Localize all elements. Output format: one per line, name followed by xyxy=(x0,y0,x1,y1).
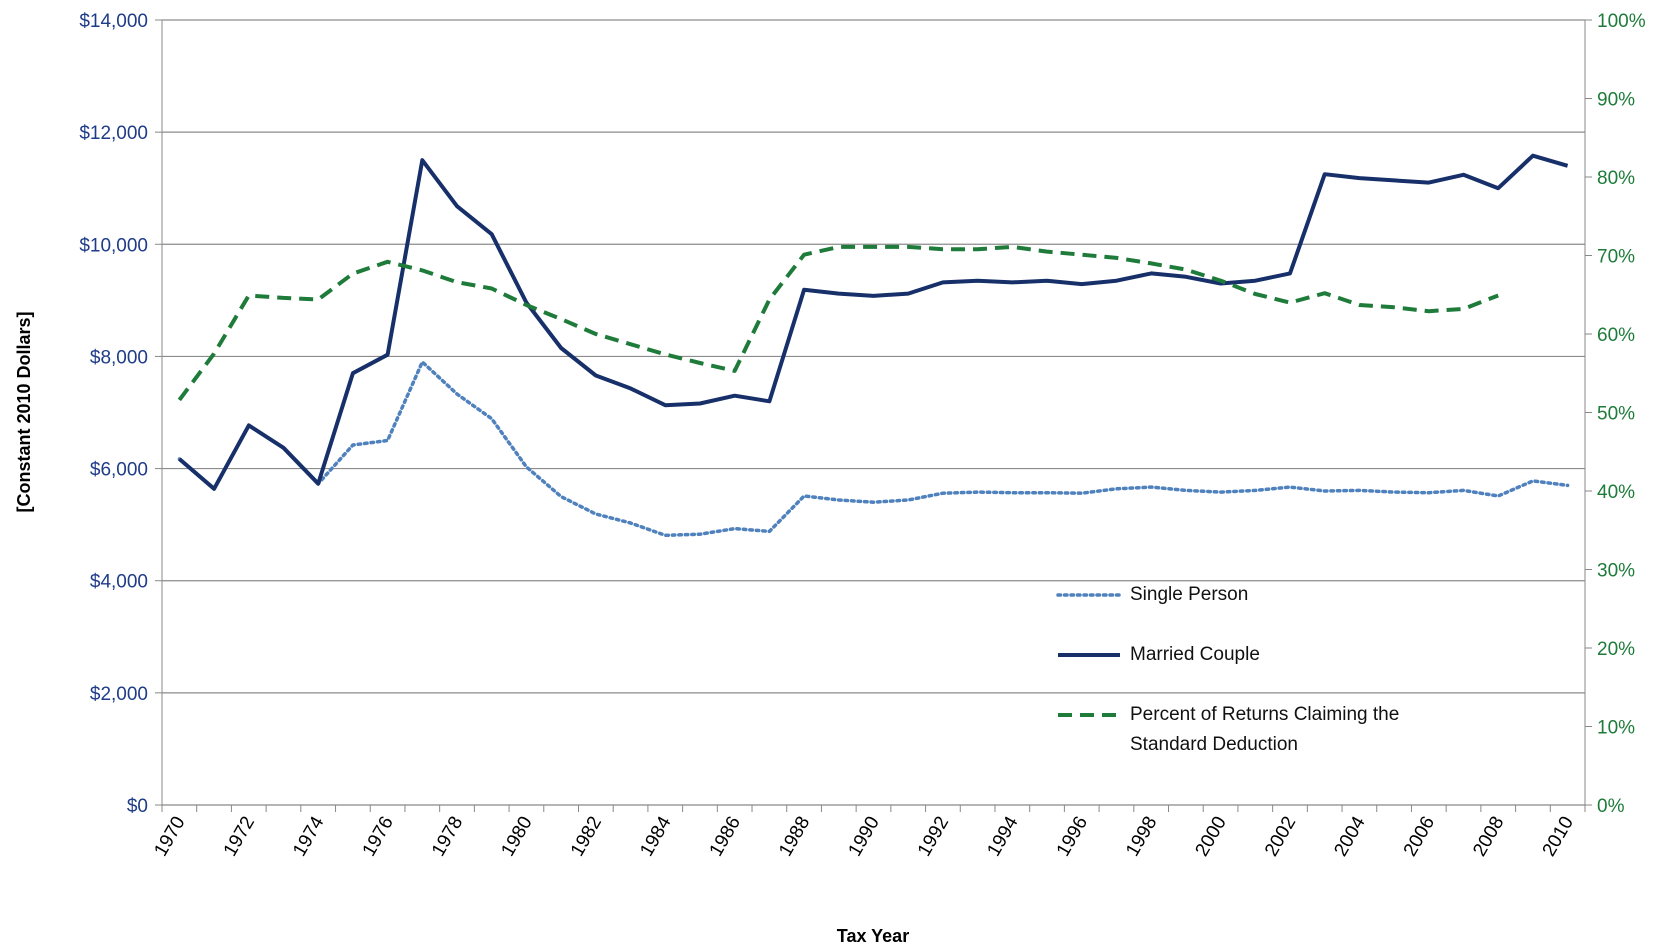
x-axis-title: Tax Year xyxy=(837,926,909,946)
x-tick-label: 1982 xyxy=(567,813,606,860)
x-tick-label: 1980 xyxy=(497,813,536,860)
x-tick-label: 2008 xyxy=(1469,813,1508,860)
x-tick-label: 1996 xyxy=(1053,813,1092,860)
y2-tick-label: 70% xyxy=(1597,247,1635,268)
x-tick-label: 1994 xyxy=(983,813,1023,860)
x-tick-label: 2006 xyxy=(1400,813,1439,860)
y-tick-label: $8,000 xyxy=(90,347,148,368)
x-tick-label: 1998 xyxy=(1122,813,1161,860)
y-tick-label: $12,000 xyxy=(79,123,148,144)
y2-tick-label: 20% xyxy=(1597,639,1635,660)
y2-tick-label: 100% xyxy=(1597,11,1646,32)
x-tick-label: 1970 xyxy=(150,813,189,860)
y-tick-label: $10,000 xyxy=(79,235,148,256)
x-tick-label: 1992 xyxy=(914,813,953,860)
x-tick-label: 2010 xyxy=(1539,813,1578,860)
y2-tick-label: 80% xyxy=(1597,168,1635,189)
y2-tick-label: 60% xyxy=(1597,325,1635,346)
x-tick-label: 1976 xyxy=(359,813,398,860)
y2-tick-label: 90% xyxy=(1597,90,1635,111)
y2-tick-label: 40% xyxy=(1597,482,1635,503)
y-tick-label: $14,000 xyxy=(79,11,148,32)
series-line xyxy=(177,360,1570,538)
series-line xyxy=(177,244,1499,402)
y-axis-title: [Constant 2010 Dollars] xyxy=(14,311,34,512)
x-tick-label: 1984 xyxy=(636,813,676,860)
y-tick-label: $6,000 xyxy=(90,460,148,481)
y2-tick-label: 30% xyxy=(1597,561,1635,582)
legend-label: Percent of Returns Claiming the Standard… xyxy=(1130,704,1400,755)
legend-label: Married Couple xyxy=(1130,644,1260,665)
y2-tick-label: 0% xyxy=(1597,796,1625,817)
x-tick-label: 1990 xyxy=(845,813,884,860)
legend-label: Single Person xyxy=(1130,584,1249,605)
y2-tick-label: 10% xyxy=(1597,718,1635,739)
y-tick-label: $4,000 xyxy=(90,572,148,593)
y-tick-label: $2,000 xyxy=(90,684,148,705)
x-tick-label: 2002 xyxy=(1261,813,1300,860)
x-tick-label: 1972 xyxy=(220,813,259,860)
x-tick-label: 1988 xyxy=(775,813,814,860)
x-tick-label: 1978 xyxy=(428,813,467,860)
y2-tick-label: 50% xyxy=(1597,404,1635,425)
y-tick-label: $0 xyxy=(127,796,148,817)
x-tick-label: 2000 xyxy=(1192,813,1231,860)
x-tick-label: 1986 xyxy=(706,813,745,860)
series-line xyxy=(178,153,1569,491)
x-tick-label: 2004 xyxy=(1330,813,1370,860)
x-tick-label: 1974 xyxy=(289,813,329,860)
